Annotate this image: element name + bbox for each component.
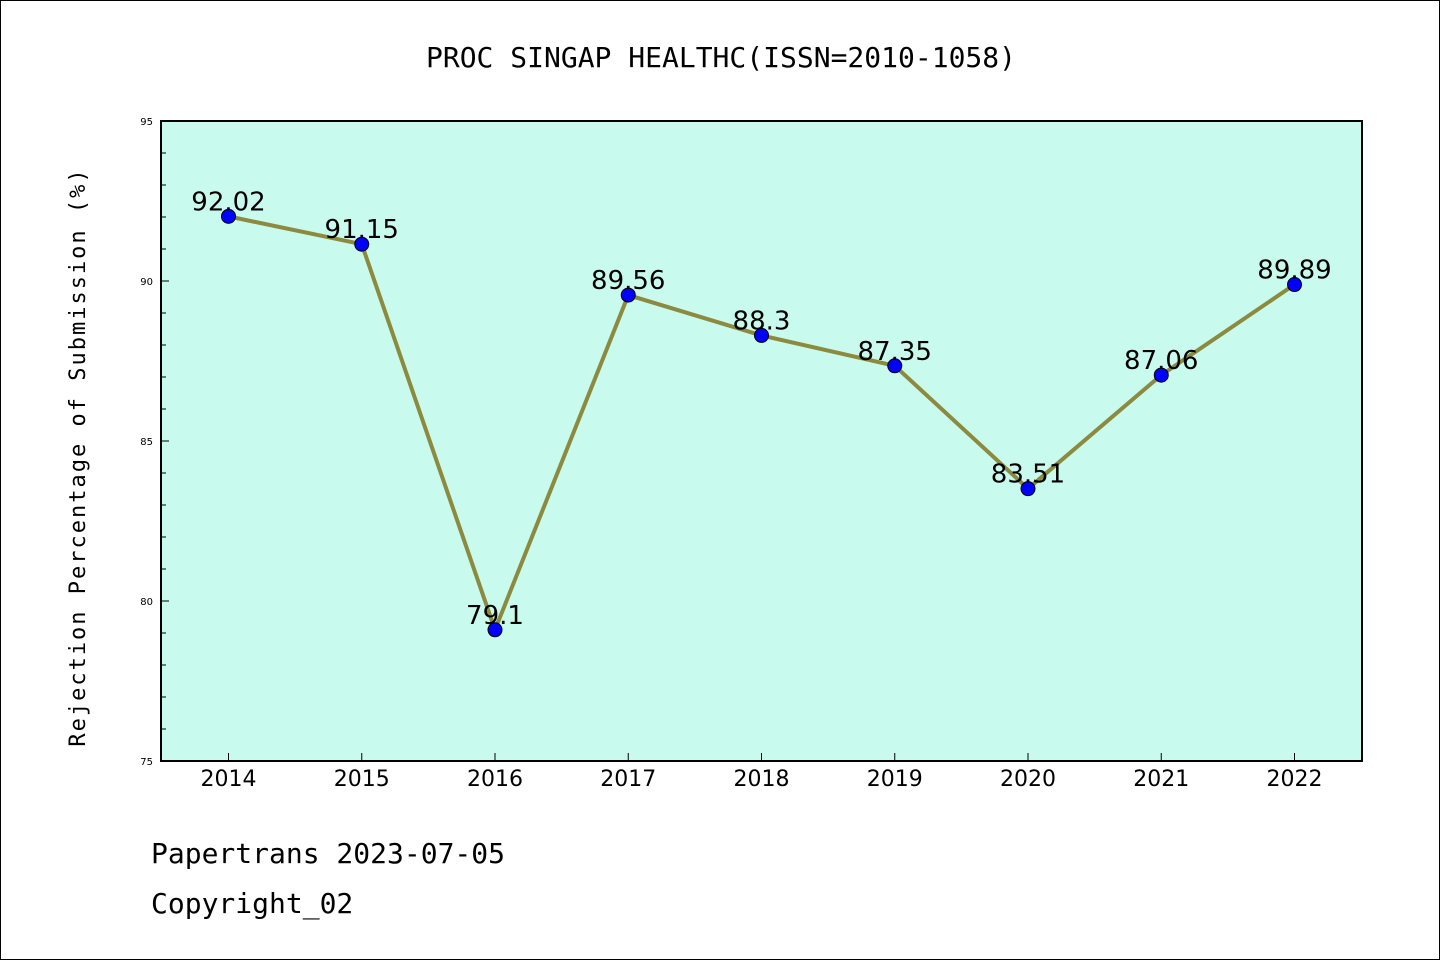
footer-line-copyright: Copyright_02 [151, 887, 354, 920]
x-tick-label: 2022 [1267, 767, 1323, 792]
data-point [754, 327, 769, 343]
data-points [221, 208, 1302, 638]
x-tick-label: 2018 [734, 767, 790, 792]
data-point [1287, 277, 1302, 293]
data-point [887, 358, 903, 374]
x-tick-label: 2020 [1000, 767, 1056, 792]
data-label: 89.89 [1257, 256, 1331, 286]
data-point [487, 622, 503, 638]
x-tick-label: 2016 [467, 767, 523, 792]
data-point [1153, 367, 1169, 383]
chart-title: PROC SINGAP HEALTHC(ISSN=2010-1058) [426, 41, 1016, 74]
footer-line-date: Papertrans 2023-07-05 [151, 837, 506, 870]
x-tick-label: 2014 [201, 767, 257, 792]
data-label: 88.3 [733, 306, 791, 336]
data-label: 89.56 [591, 266, 665, 296]
x-tick-label: 2021 [1133, 767, 1189, 792]
x-tick-label: 2019 [867, 767, 923, 792]
plot-area [160, 120, 1363, 762]
y-tick-label: 95 [140, 117, 153, 128]
data-point [354, 236, 370, 252]
y-tick-label: 90 [140, 277, 153, 288]
y-axis-label: Rejection Percentage of Submission (%) [66, 167, 91, 746]
x-tick-label: 2017 [600, 767, 656, 792]
y-tick-label: 75 [140, 757, 153, 768]
data-label: 87.06 [1124, 346, 1198, 376]
data-label: 79.1 [466, 601, 524, 631]
data-label: 83.51 [991, 460, 1065, 490]
data-label: 91.15 [325, 215, 399, 245]
data-point [1020, 481, 1036, 497]
data-labels: 92.02 91.15 79.1 89.56 88.3 87.35 83.51 87.06 89… [191, 187, 1331, 630]
y-axis: 75 80 85 90 95 [140, 117, 169, 768]
data-point [221, 208, 236, 224]
data-label: 92.02 [191, 187, 265, 217]
data-label: 87.35 [858, 337, 932, 367]
data-point [620, 287, 636, 303]
y-tick-label: 85 [140, 437, 153, 448]
x-tick-label: 2015 [334, 767, 390, 792]
x-axis: 2014 2015 2016 2017 2018 2019 2020 2021 2022 [201, 753, 1323, 792]
y-tick-label: 80 [140, 597, 153, 608]
